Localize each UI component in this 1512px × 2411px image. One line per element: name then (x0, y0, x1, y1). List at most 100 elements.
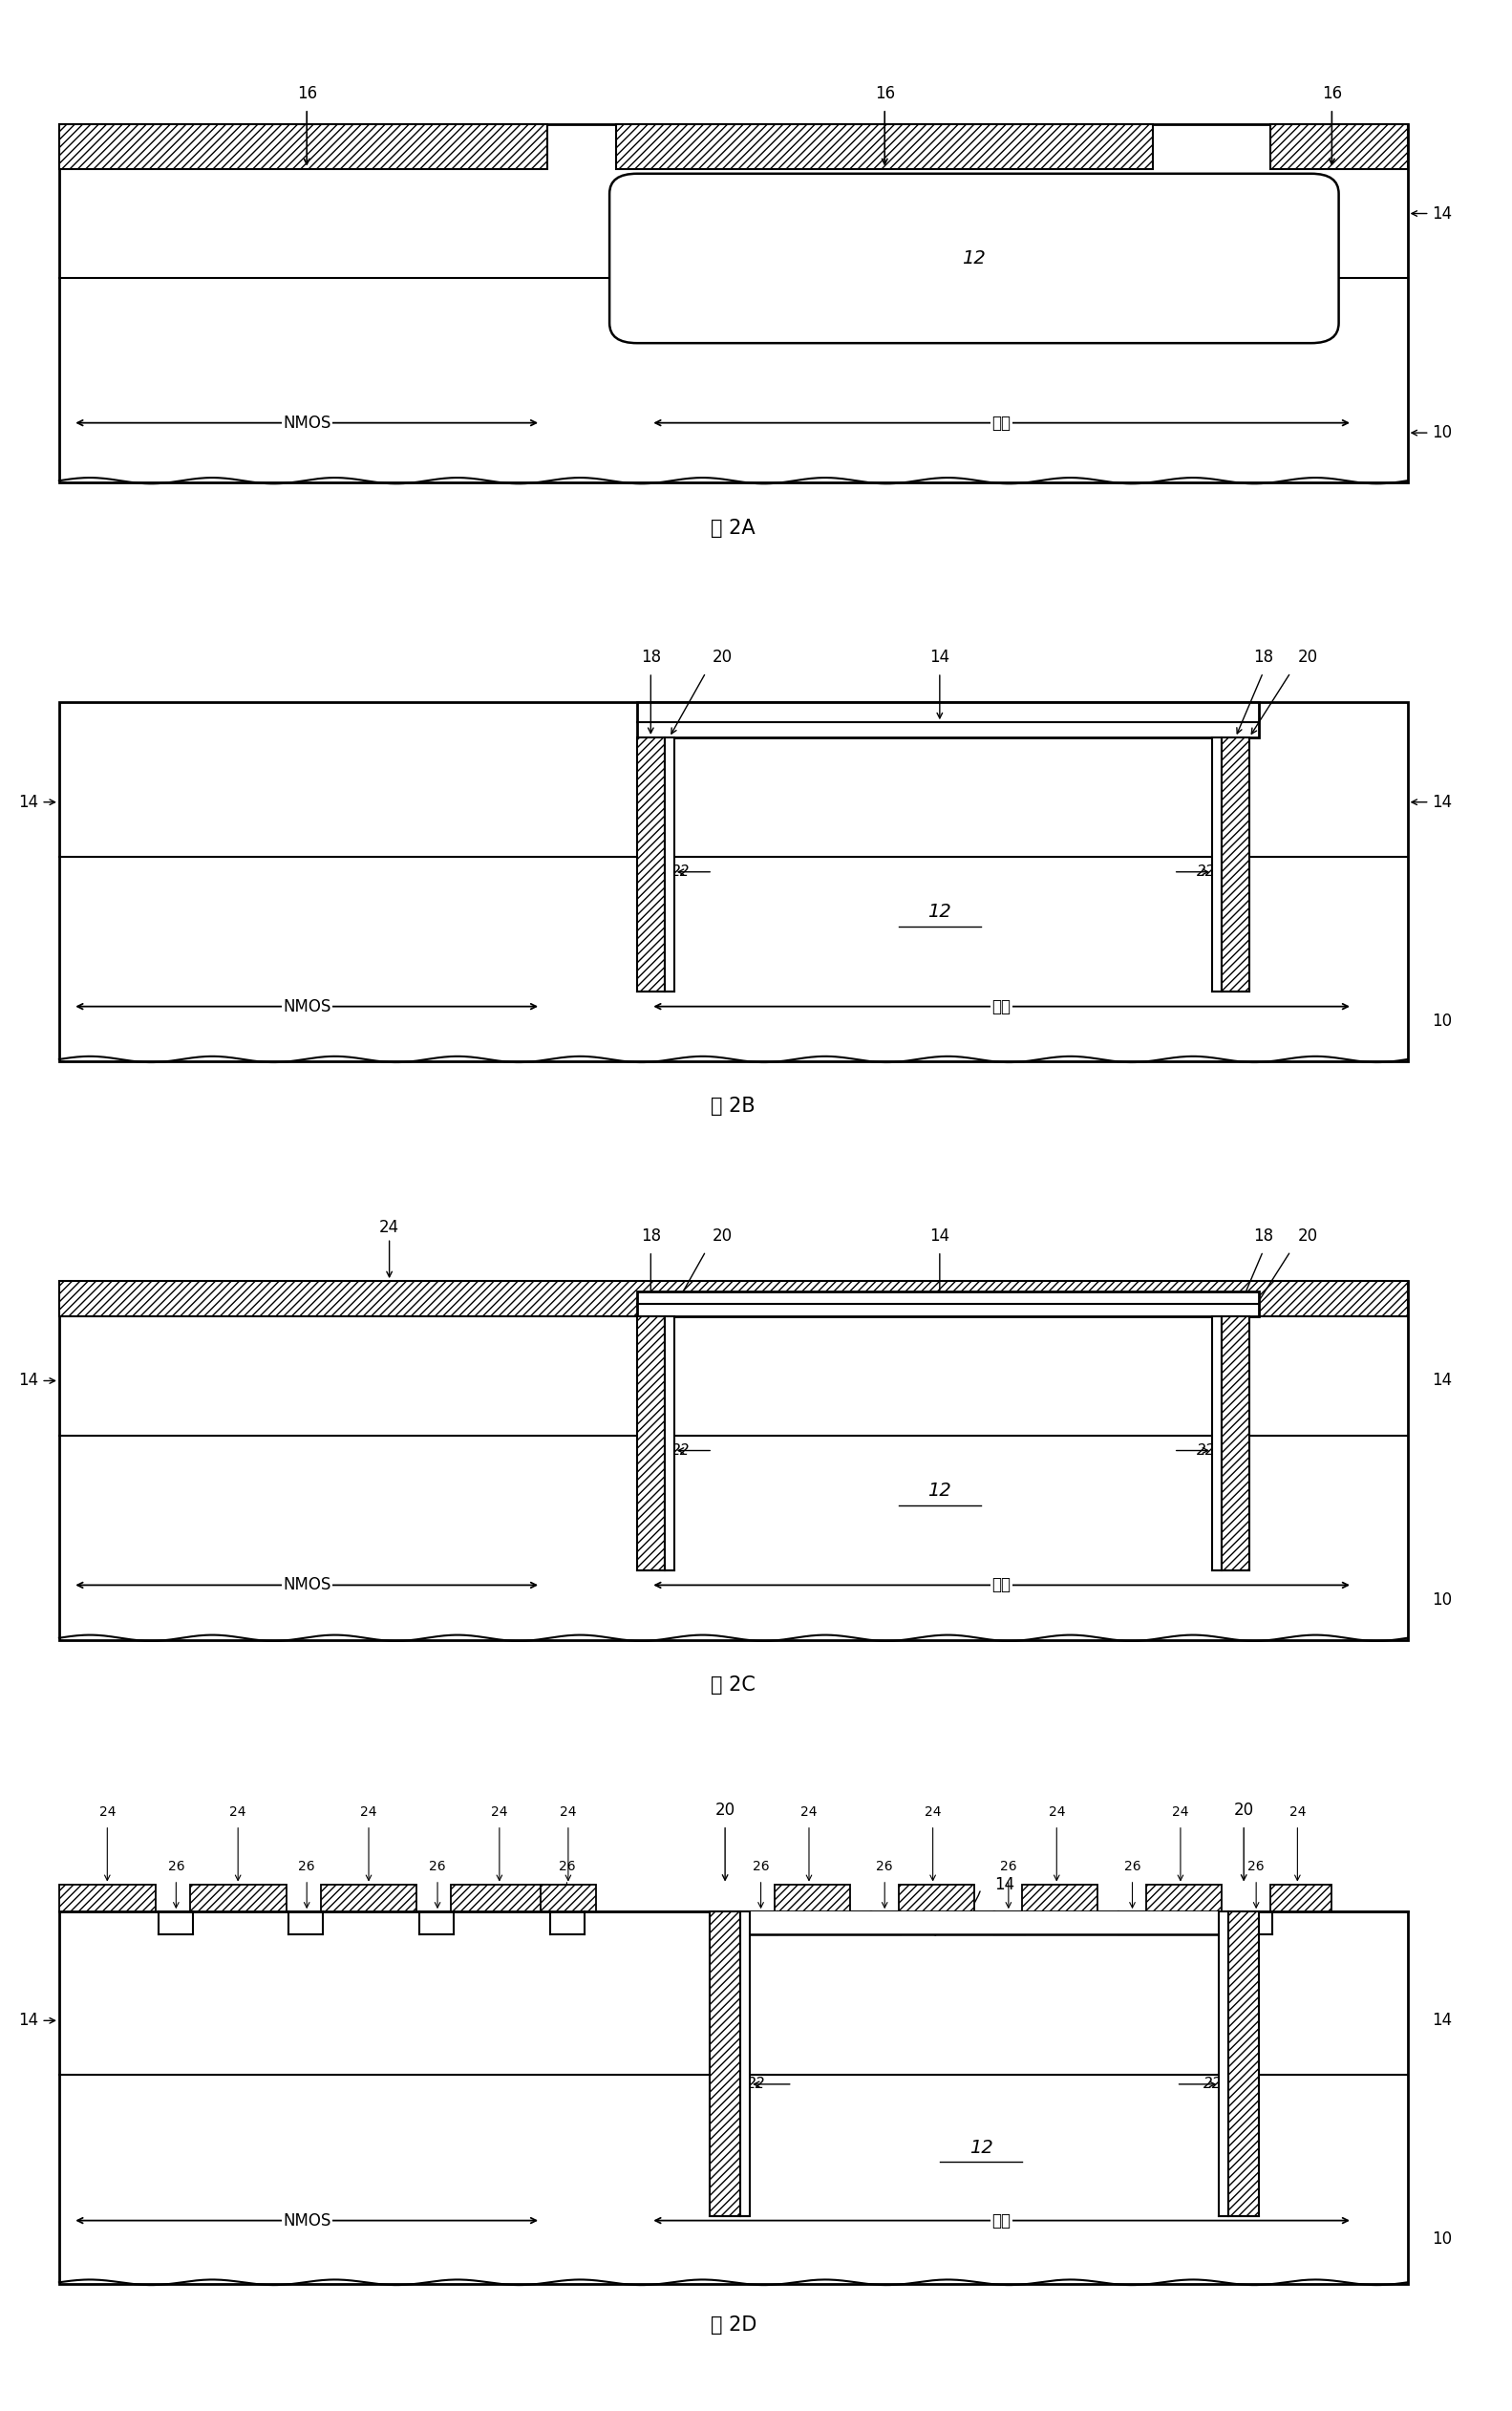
Bar (637, 702, 1259, 738)
Text: 图 2A: 图 2A (711, 518, 756, 538)
Text: 20: 20 (1234, 1801, 1253, 1818)
Bar (898, 1885, 974, 1912)
Bar (1222, 738, 1249, 991)
Text: 14: 14 (995, 1876, 1015, 1893)
Bar (1213, 1316, 1222, 1570)
Text: 16: 16 (874, 84, 895, 101)
Text: 24: 24 (1172, 1806, 1188, 1818)
Text: 图 2D: 图 2D (711, 2315, 756, 2334)
Bar (1270, 123, 1408, 169)
Bar (664, 738, 674, 991)
Text: 12: 12 (928, 1480, 951, 1500)
Text: 10: 10 (1432, 2230, 1453, 2247)
Bar (1229, 1912, 1259, 2216)
Text: 双极: 双极 (992, 1577, 1012, 1594)
Text: 12: 12 (969, 2139, 993, 2158)
Bar (59, 1912, 1408, 2283)
Bar (750, 1912, 1219, 1934)
Bar (1222, 1316, 1249, 1570)
Text: 22: 22 (747, 2076, 765, 2090)
Bar (1219, 1912, 1229, 2216)
Bar (774, 1885, 850, 1912)
Text: 26: 26 (168, 1859, 184, 1873)
Bar (664, 1316, 674, 1570)
Text: 26: 26 (429, 1859, 446, 1873)
Text: 16: 16 (296, 84, 318, 101)
Text: NMOS: NMOS (283, 415, 331, 432)
Bar (637, 1316, 664, 1570)
Text: 14: 14 (1432, 1372, 1453, 1389)
Text: NMOS: NMOS (283, 1577, 331, 1594)
Text: 双极: 双极 (992, 2211, 1012, 2230)
Text: 24: 24 (1290, 1806, 1306, 1818)
Text: NMOS: NMOS (283, 998, 331, 1015)
Bar (1270, 1885, 1332, 1912)
Text: 24: 24 (230, 1806, 246, 1818)
Bar (321, 1885, 417, 1912)
Text: 14: 14 (18, 2013, 38, 2030)
Text: 14: 14 (930, 649, 950, 665)
Text: 22: 22 (1196, 1444, 1214, 1459)
Bar (59, 123, 547, 169)
Bar (59, 1280, 1408, 1316)
Text: 26: 26 (999, 1859, 1018, 1873)
Text: 26: 26 (877, 1859, 894, 1873)
Text: 26: 26 (558, 1859, 575, 1873)
Bar (711, 1912, 741, 2216)
Text: 14: 14 (1432, 205, 1453, 222)
Bar (59, 1885, 156, 1912)
FancyBboxPatch shape (609, 174, 1338, 342)
Text: 24: 24 (1048, 1806, 1064, 1818)
Text: 18: 18 (641, 649, 661, 665)
Text: 14: 14 (930, 1227, 950, 1244)
Text: 24: 24 (924, 1806, 940, 1818)
Bar (541, 1885, 596, 1912)
Bar (451, 1885, 547, 1912)
Bar (617, 123, 1154, 169)
Text: 14: 14 (1432, 793, 1453, 810)
Text: 20: 20 (712, 1227, 733, 1244)
Bar (59, 123, 1408, 482)
Text: 22: 22 (671, 866, 689, 880)
Text: 22: 22 (1204, 2076, 1222, 2090)
Text: 12: 12 (928, 902, 951, 921)
Text: 双极: 双极 (992, 998, 1012, 1015)
Text: 20: 20 (1297, 1227, 1317, 1244)
Text: 14: 14 (1432, 2013, 1453, 2030)
Text: 14: 14 (18, 1372, 38, 1389)
Text: 18: 18 (1253, 649, 1273, 665)
Text: 24: 24 (380, 1220, 399, 1237)
Bar (741, 1912, 750, 2216)
Text: 图 2B: 图 2B (711, 1097, 756, 1116)
Text: 20: 20 (1297, 649, 1317, 665)
Bar (1213, 738, 1222, 991)
Bar (59, 702, 1408, 1061)
Text: 24: 24 (360, 1806, 376, 1818)
Bar (637, 738, 664, 991)
Text: 18: 18 (1253, 1227, 1273, 1244)
Text: 10: 10 (1432, 424, 1453, 441)
Text: 26: 26 (298, 1859, 314, 1873)
Text: 14: 14 (18, 793, 38, 810)
Text: 12: 12 (962, 248, 986, 268)
Text: 10: 10 (1432, 1013, 1453, 1029)
Text: 24: 24 (491, 1806, 508, 1818)
Text: 18: 18 (641, 1227, 661, 1244)
Bar (59, 1280, 1408, 1639)
Text: 24: 24 (801, 1806, 818, 1818)
Text: 20: 20 (712, 649, 733, 665)
Text: 24: 24 (559, 1806, 576, 1818)
Text: 双极: 双极 (992, 415, 1012, 432)
Bar (1146, 1885, 1222, 1912)
Bar (637, 1290, 1259, 1316)
Text: 22: 22 (671, 1444, 689, 1459)
Text: 16: 16 (1321, 84, 1343, 101)
Text: 26: 26 (1247, 1859, 1264, 1873)
Text: 20: 20 (715, 1801, 735, 1818)
Bar (1022, 1885, 1098, 1912)
Text: 图 2C: 图 2C (711, 1676, 756, 1695)
Text: 24: 24 (98, 1806, 115, 1818)
Text: 26: 26 (753, 1859, 770, 1873)
Text: 26: 26 (1123, 1859, 1140, 1873)
Text: 22: 22 (1196, 866, 1214, 880)
